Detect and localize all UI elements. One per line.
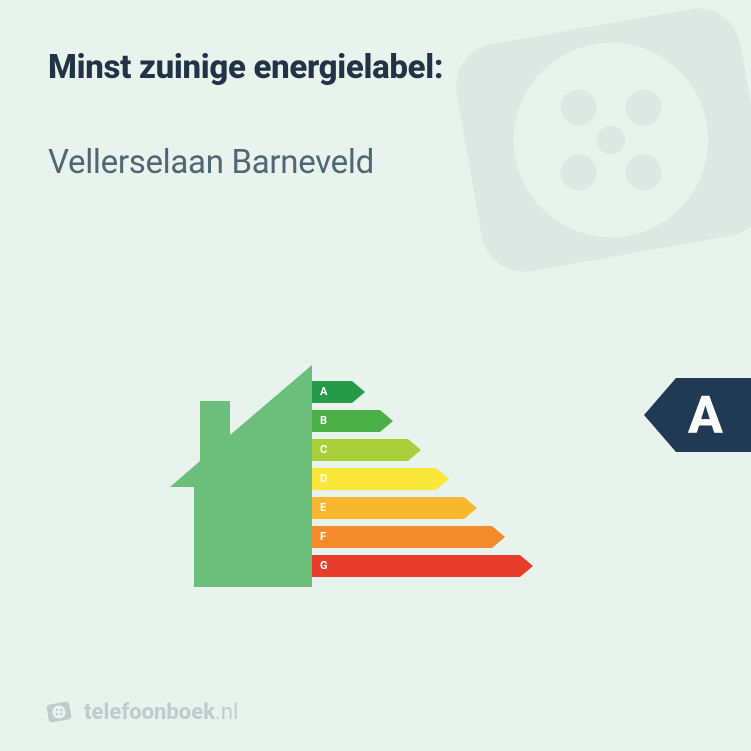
bar-body	[312, 381, 352, 403]
bar-label: A	[320, 381, 327, 403]
bar-body	[312, 555, 520, 577]
bar-body	[312, 468, 436, 490]
bar-body	[312, 497, 464, 519]
house-icon	[170, 365, 312, 594]
bar-tip	[492, 526, 505, 548]
badge-arrow-tip	[644, 378, 676, 452]
bar-label: C	[320, 439, 327, 461]
brand-rest: .nl	[215, 700, 238, 725]
bar-label: E	[320, 497, 326, 519]
badge-body: A	[676, 378, 751, 452]
bar-tip	[520, 555, 533, 577]
bar-tip	[352, 381, 365, 403]
bar-label: G	[320, 555, 328, 577]
brand-text: telefoonboek.nl	[84, 700, 238, 725]
card-subtitle: Vellerselaan Barneveld	[48, 143, 703, 182]
bar-tip	[464, 497, 477, 519]
card-title: Minst zuinige energielabel:	[48, 48, 703, 87]
bar-tip	[408, 439, 421, 461]
bar-body	[312, 526, 492, 548]
brand-bold: telefoonboek	[84, 700, 215, 725]
bar-label: D	[320, 468, 327, 490]
badge-text: A	[688, 385, 723, 446]
bar-label: F	[320, 526, 326, 548]
footer-brand: telefoonboek.nl	[44, 697, 238, 727]
energy-label-card: Minst zuinige energielabel: Vellerselaan…	[0, 0, 751, 751]
bar-tip	[436, 468, 449, 490]
rating-badge: A	[644, 378, 751, 452]
brand-icon	[44, 697, 74, 727]
bar-label: B	[320, 410, 327, 432]
bar-tip	[380, 410, 393, 432]
